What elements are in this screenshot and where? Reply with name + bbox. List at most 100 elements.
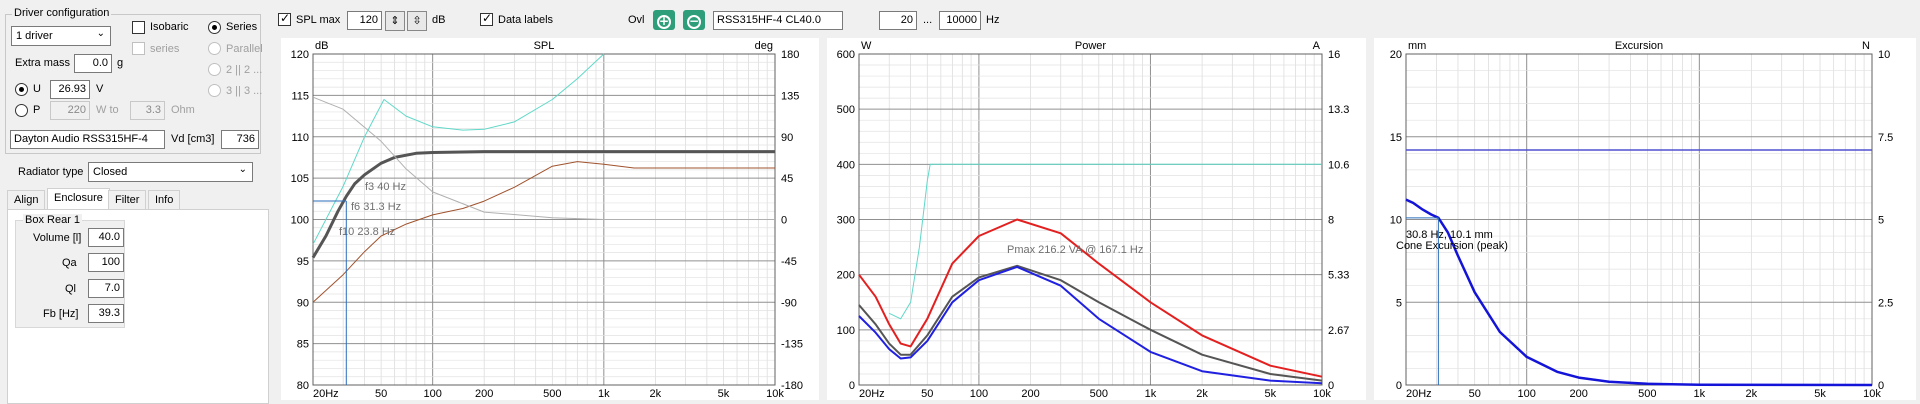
isobaric-checkbox[interactable] — [132, 21, 145, 34]
series-line — [312, 161, 775, 303]
spl-unit: dB — [432, 14, 446, 26]
p-radio[interactable] — [15, 104, 28, 117]
extra-mass-field[interactable]: 0.0 — [74, 54, 112, 73]
y-tick-label: 20 — [1390, 49, 1402, 61]
radiator-type-select[interactable]: Closed ⌄ — [88, 162, 253, 182]
x-tick-label: 100 — [423, 388, 441, 400]
y2-tick-label: 45 — [781, 173, 793, 185]
x-tick-label: 100 — [970, 388, 988, 400]
series-checkbox[interactable] — [132, 42, 145, 55]
isobaric-label: Isobaric — [150, 21, 189, 33]
y-tick-label: 115 — [291, 90, 309, 102]
zoom-fit-icon[interactable]: ⇳ — [407, 11, 427, 31]
x-tick-label: 20Hz — [1406, 388, 1432, 400]
y-tick-label: 200 — [837, 270, 855, 282]
y-tick-label: 500 — [837, 104, 855, 116]
opt-3-3-label: 3 || 3 ... — [226, 85, 263, 97]
y2-tick-label: 135 — [781, 90, 799, 102]
tab-info[interactable]: Info — [148, 190, 181, 210]
y-unit-left: mm — [1408, 40, 1426, 52]
ql-label: Ql — [65, 283, 76, 295]
u-field[interactable]: 26.93 — [50, 80, 90, 99]
x-tick-label: 1k — [598, 388, 610, 400]
freq-from-field[interactable]: 20 — [879, 11, 917, 30]
p-field[interactable]: 220 — [50, 101, 90, 120]
y2-tick-label: -45 — [781, 256, 797, 268]
y2-tick-label: 90 — [781, 132, 793, 144]
y-unit-right: deg — [755, 40, 773, 52]
parallel-label: Parallel — [226, 43, 263, 55]
y-tick-label: 85 — [297, 339, 309, 351]
y2-tick-label: 0 — [781, 215, 787, 227]
driver-name-field[interactable]: Dayton Audio RSS315HF-4 — [10, 130, 165, 149]
y-tick-label: 400 — [837, 159, 855, 171]
extra-mass-label: Extra mass — [15, 57, 71, 69]
annotation-label: f10 23.8 Hz — [339, 226, 395, 238]
u-label: U — [33, 83, 41, 95]
x-tick-label: 2k — [1746, 388, 1758, 400]
y-tick-label: 120 — [291, 49, 309, 61]
freq-to-field[interactable]: 10000 — [939, 11, 981, 30]
y-tick-label: 5 — [1396, 297, 1402, 309]
series-line — [1405, 198, 1873, 387]
opt-3-3-radio[interactable] — [208, 84, 221, 97]
fb-label: Fb [Hz] — [43, 308, 79, 320]
spl-chart: 120 180 115 135 110 90 105 45 100 0 95 -45 90 -90 85 -1… — [291, 40, 803, 400]
box-rear-title: Box Rear 1 — [23, 214, 83, 226]
y2-tick-label: 180 — [781, 49, 799, 61]
parallel-radio[interactable] — [208, 42, 221, 55]
series-radio[interactable] — [208, 21, 221, 34]
qa-label: Qa — [62, 257, 77, 269]
x-tick-label: 20Hz — [313, 388, 339, 400]
x-tick-label: 10k — [1863, 388, 1881, 400]
remove-overlay-button[interactable]: − — [683, 10, 705, 30]
u-radio[interactable] — [15, 83, 28, 96]
excursion-chart: 20 10 15 7.5 10 5 5 2.5 0 0 20Hz 50 100 200 500 1k 2k 5k 1… — [1390, 40, 1894, 400]
y-unit-left: dB — [315, 40, 328, 52]
driver-config-group — [5, 14, 261, 154]
y2-tick-label: 5.33 — [1328, 270, 1349, 282]
y-tick-label: 90 — [297, 297, 309, 309]
x-tick-label: 20Hz — [859, 388, 885, 400]
volume-label: Volume [l] — [33, 232, 82, 244]
spl-max-checkbox[interactable] — [278, 11, 291, 26]
spl-max-label: SPL max — [296, 14, 341, 26]
y2-tick-label: 8 — [1328, 215, 1334, 227]
tab-enclosure[interactable]: Enclosure — [47, 188, 110, 210]
fb-field[interactable]: 39.3 — [88, 304, 124, 323]
y-unit-right: A — [1313, 40, 1321, 52]
series-line — [312, 96, 775, 220]
y-tick-label: 600 — [837, 49, 855, 61]
ohm-field[interactable]: 3.3 — [130, 101, 165, 120]
drivers-select[interactable]: 1 driver ⌄ — [11, 26, 111, 46]
y2-tick-label: -135 — [781, 339, 803, 351]
freq-unit: Hz — [986, 14, 1000, 26]
x-tick-label: 2k — [650, 388, 662, 400]
minus-icon: − — [687, 14, 701, 29]
data-labels-checkbox[interactable] — [480, 11, 493, 26]
spl-max-field[interactable]: 120 — [347, 11, 382, 30]
y-tick-label: 105 — [291, 173, 309, 185]
add-overlay-button[interactable]: + — [653, 10, 675, 30]
opt-2-2-radio[interactable] — [208, 63, 221, 76]
overlay-name-field[interactable]: RSS315HF-4 CL40.0 — [713, 11, 843, 30]
ohm-unit: Ohm — [171, 104, 195, 116]
plot-frame — [858, 53, 1323, 386]
series-line — [858, 218, 1323, 378]
spl-chart-panel: 120 180 115 135 110 90 105 45 100 0 95 -45 90 -90 85 -1… — [281, 38, 819, 400]
qa-field[interactable]: 100 — [88, 253, 124, 272]
tab-filter[interactable]: Filter — [108, 190, 147, 210]
y-tick-label: 100 — [291, 215, 309, 227]
x-tick-label: 50 — [921, 388, 933, 400]
x-tick-label: 10k — [1313, 388, 1331, 400]
y-tick-label: 0 — [849, 380, 855, 392]
vd-field[interactable]: 736 — [221, 130, 259, 149]
spin-updown-icon[interactable]: ⇕ — [385, 11, 405, 31]
annotation-label: f6 31.3 Hz — [351, 201, 401, 213]
chevron-down-icon: ⌄ — [96, 28, 105, 39]
tab-align[interactable]: Align — [7, 190, 46, 210]
ql-field[interactable]: 7.0 — [88, 279, 124, 298]
series-sub-label: series — [150, 43, 180, 55]
volume-field[interactable]: 40.0 — [88, 228, 124, 247]
y2-tick-label: 13.3 — [1328, 104, 1349, 116]
